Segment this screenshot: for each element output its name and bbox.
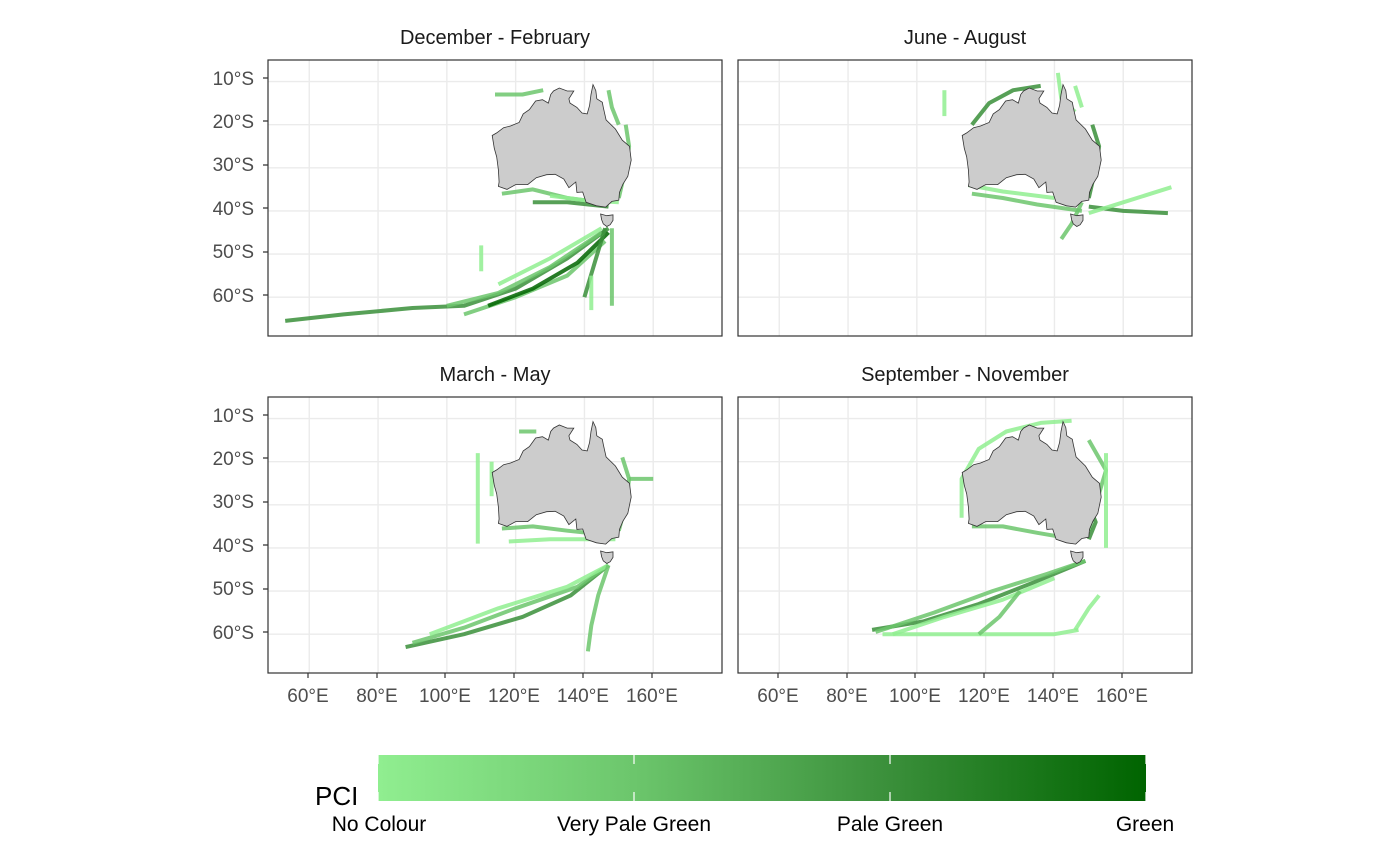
pci-track	[487, 231, 610, 308]
y-tick-label: 40°S	[213, 199, 254, 220]
grid-lines	[268, 397, 722, 673]
panel-background	[268, 60, 722, 336]
legend-title: PCI	[315, 781, 358, 811]
y-tick-label: 30°S	[213, 492, 254, 513]
x-tick-label: 140°E	[557, 686, 609, 707]
tasmania-landmass	[600, 213, 614, 227]
y-tick-label: 10°S	[213, 69, 254, 90]
x-tick-label: 140°E	[1027, 686, 1079, 707]
pci-track	[977, 589, 1022, 636]
y-tick-label: 60°S	[213, 623, 254, 644]
y-tick-label: 50°S	[213, 242, 254, 263]
x-tick-label: 60°E	[757, 686, 798, 707]
y-tick-marks	[263, 414, 268, 633]
pci-track	[585, 564, 611, 652]
pci-track	[411, 563, 610, 645]
x-tick-label: 100°E	[889, 686, 941, 707]
x-tick-label: 120°E	[958, 686, 1010, 707]
pci-track	[497, 226, 603, 287]
x-tick-label: 80°E	[826, 686, 867, 707]
pci-track	[606, 89, 621, 126]
pci-track	[446, 230, 603, 308]
x-tick-label: 100°E	[419, 686, 471, 707]
panel-dec-feb: December - February	[267, 27, 723, 337]
colour-bar	[378, 755, 1146, 801]
panel-background	[738, 60, 1192, 336]
panel-border	[737, 396, 1193, 674]
land-masses	[491, 420, 632, 564]
x-tick-label: 120°E	[488, 686, 540, 707]
tasmania-landmass	[600, 550, 614, 564]
x-tick-marks	[777, 673, 1123, 678]
pci-track	[971, 191, 1083, 213]
pci-track	[892, 576, 1056, 637]
panel-title: March - May	[439, 364, 550, 386]
pci-track	[495, 88, 544, 97]
x-tick-label: 160°E	[1096, 686, 1148, 707]
y-tick-label: 40°S	[213, 536, 254, 557]
y-tick-label: 20°S	[213, 112, 254, 133]
pci-track	[874, 559, 1087, 634]
x-tick-label: 160°E	[626, 686, 678, 707]
y-tick-label: 60°S	[213, 286, 254, 307]
land-masses	[961, 420, 1102, 564]
pci-track	[284, 226, 610, 323]
x-axis-left: 60°E 80°E 100°E 120°E 140°E 160°E	[287, 673, 678, 707]
pci-track	[1073, 594, 1101, 631]
pci-track	[871, 559, 1087, 632]
pci-track	[1073, 85, 1084, 109]
panel-jun-aug: June - August	[737, 27, 1193, 337]
panel-background	[738, 397, 1192, 673]
ship-tracks	[871, 418, 1108, 637]
panel-title: December - February	[400, 27, 590, 49]
australia-landmass	[961, 420, 1102, 545]
legend-label-green: Green	[1116, 813, 1174, 836]
pci-track	[1059, 201, 1084, 241]
colour-bar-ticks	[377, 755, 1147, 801]
legend-label-very-pale-green: Very Pale Green	[557, 813, 711, 836]
y-axis-top: 10°S 20°S 30°S 40°S 50°S 60°S	[213, 69, 268, 307]
pci-track	[428, 563, 610, 637]
land-masses	[961, 83, 1102, 227]
y-tick-marks	[263, 77, 268, 296]
pci-track	[959, 418, 1072, 518]
grid-lines	[268, 60, 722, 336]
land-masses	[491, 83, 632, 227]
x-axis-right: 60°E 80°E 100°E 120°E 140°E 160°E	[757, 673, 1148, 707]
tasmania-landmass	[1070, 213, 1084, 227]
panel-mar-may: March - May	[267, 364, 723, 674]
y-tick-label: 30°S	[213, 155, 254, 176]
australia-landmass	[491, 420, 632, 545]
panel-border	[267, 396, 723, 674]
pci-track	[405, 563, 610, 650]
legend-label-pale-green: Pale Green	[837, 813, 943, 836]
y-tick-label: 10°S	[213, 406, 254, 427]
pci-track	[970, 83, 1042, 126]
y-axis-bottom: 10°S 20°S 30°S 40°S 50°S 60°S	[213, 406, 268, 644]
legend: PCI No Colour Very Pale Green Pale Green…	[315, 755, 1174, 836]
x-tick-label: 60°E	[287, 686, 328, 707]
panel-title: September - November	[861, 364, 1069, 386]
australia-landmass	[491, 83, 632, 208]
x-tick-marks	[307, 673, 653, 678]
tasmania-landmass	[1070, 550, 1084, 564]
grid-lines	[738, 397, 1192, 673]
australia-landmass	[961, 83, 1102, 208]
pci-track	[1088, 185, 1172, 216]
y-tick-label: 50°S	[213, 579, 254, 600]
ship-tracks	[284, 88, 632, 323]
panel-border	[267, 59, 723, 337]
panel-title: June - August	[904, 27, 1027, 49]
x-tick-label: 80°E	[356, 686, 397, 707]
y-tick-label: 20°S	[213, 449, 254, 470]
panel-sep-nov: September - November	[737, 364, 1193, 674]
pci-track	[582, 227, 608, 298]
legend-label-no-colour: No Colour	[332, 813, 427, 836]
pci-track	[882, 627, 1079, 637]
panel-border	[737, 59, 1193, 337]
